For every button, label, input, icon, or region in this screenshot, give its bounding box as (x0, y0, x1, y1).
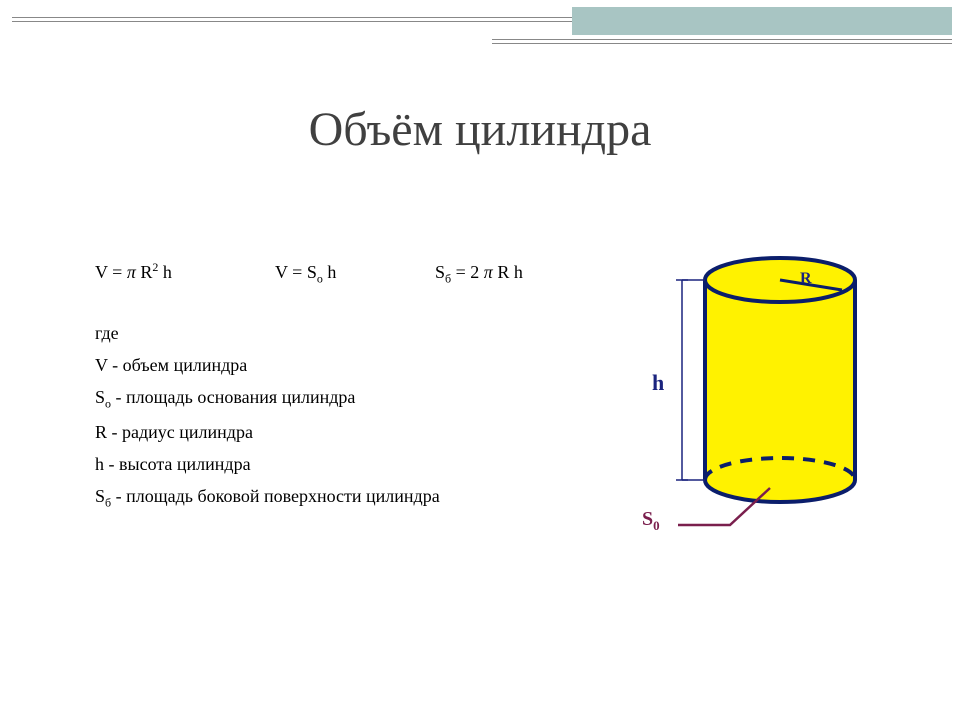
formulas-block: V = π R2 h V = Sо h Sб = 2 π R h где V -… (95, 260, 575, 515)
legend-h: h - высота цилиндра (95, 448, 575, 480)
legend-So: Sо - площадь основания цилиндра (95, 381, 575, 415)
formula-v-pir2h: V = π R2 h (95, 260, 215, 283)
legend-Sb: Sб - площадь боковой поверхности цилиндр… (95, 480, 575, 514)
label-h: h (652, 370, 664, 396)
header-decoration (12, 15, 948, 23)
cylinder-diagram: h R S0 (620, 250, 920, 570)
page-title: Объём цилиндра (0, 102, 960, 157)
cylinder-svg (620, 250, 920, 570)
formula-s-lateral: Sб = 2 π R h (435, 262, 523, 287)
legend-where: где (95, 317, 575, 349)
formula-v-s0h: V = Sо h (275, 262, 375, 287)
legend: где V - объем цилиндра Sо - площадь осно… (95, 317, 575, 515)
legend-V: V - объем цилиндра (95, 349, 575, 381)
formula-row: V = π R2 h V = Sо h Sб = 2 π R h (95, 260, 575, 287)
label-R: R (800, 270, 812, 288)
legend-R: R - радиус цилиндра (95, 416, 575, 448)
label-S0: S0 (642, 508, 660, 534)
